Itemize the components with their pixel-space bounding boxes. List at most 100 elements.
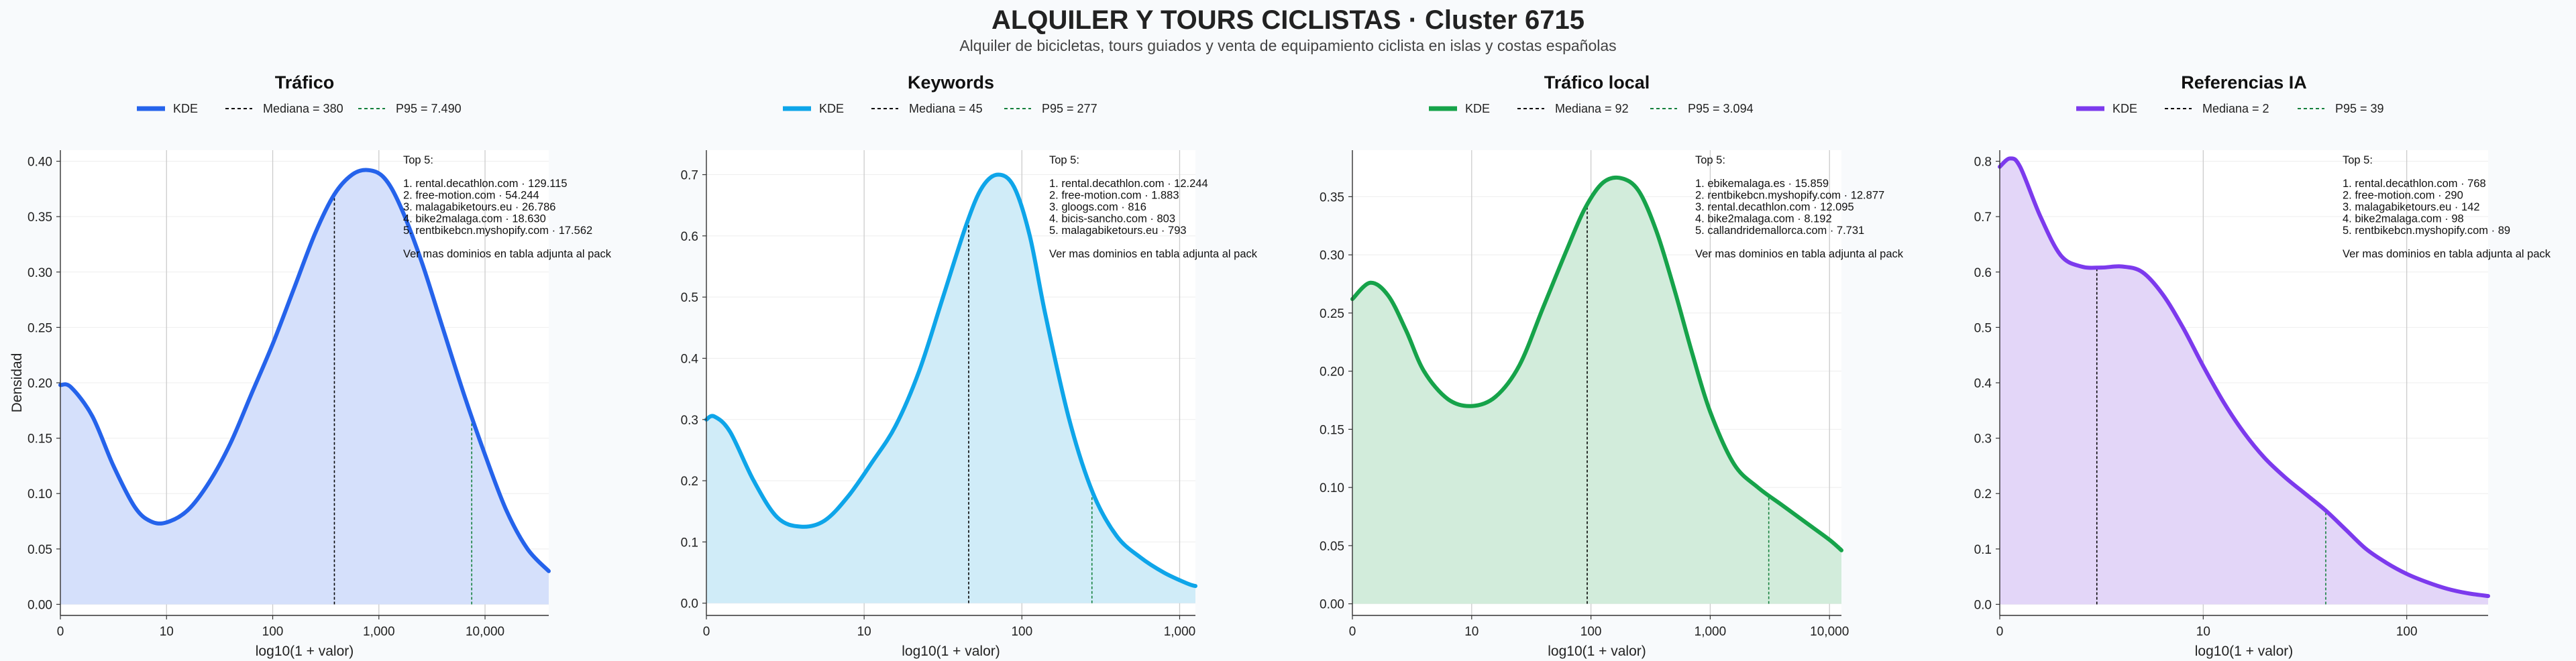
panel-title: Tráfico [275, 72, 335, 93]
annotation-line: 4. bike2malaga.com · 8.192 [1695, 213, 1832, 225]
y-tick-label: 0.25 [28, 321, 52, 335]
annotation-line: Ver mas dominios en tabla adjunta al pac… [1695, 248, 1904, 260]
chart-panel-4: Referencias IA KDE Mediana = 2 P95 = 39 0.0 0… [1974, 72, 2551, 659]
annotation-line: Ver mas dominios en tabla adjunta al pac… [403, 248, 612, 260]
y-tick-label: 0.10 [28, 487, 52, 501]
y-tick-label: 0.6 [681, 230, 698, 244]
chart-panel-3: Tráfico local KDE Mediana = 92 P95 = 3.094 0… [1320, 72, 1904, 659]
annotation-line: 5. malagabiketours.eu · 793 [1049, 225, 1187, 237]
legend-p95-label: P95 = 277 [1042, 102, 1097, 115]
x-tick-label: 0 [1996, 625, 2004, 639]
top5-annotation: Top 5: 1. rental.decathlon.com · 12.2442.… [1049, 154, 1258, 260]
legend-median-label: Mediana = 2 [2202, 102, 2269, 115]
x-tick-label: 0 [703, 625, 710, 639]
legend-kde-label: KDE [819, 102, 844, 115]
legend-kde-label: KDE [173, 102, 198, 115]
x-tick-label: 10 [160, 625, 174, 639]
legend-median-label: Mediana = 45 [909, 102, 983, 115]
x-tick-label: 10 [1464, 625, 1479, 639]
y-tick-label: 0.7 [1974, 211, 1992, 225]
kde-area [1352, 177, 1841, 604]
annotation-line: 5. callandridemallorca.com · 7.731 [1695, 225, 1864, 237]
y-tick-label: 0.15 [1320, 423, 1344, 437]
annotation-line: 2. rentbikebcn.myshopify.com · 12.877 [1695, 190, 1884, 202]
x-tick-label: 10,000 [466, 625, 504, 639]
top5-annotation: Top 5: 1. rental.decathlon.com · 129.1152… [403, 154, 612, 260]
annotation-line: 2. free-motion.com · 290 [2343, 190, 2463, 202]
legend: KDE Mediana = 380 P95 = 7.490 [137, 102, 462, 115]
page-title: ALQUILER Y TOURS CICLISTAS · Cluster 671… [991, 5, 1585, 35]
panel-title: Tráfico local [1544, 72, 1650, 93]
y-tick-label: 0.3 [1974, 432, 1992, 446]
x-axis-label: log10(1 + valor) [2195, 644, 2294, 659]
annotation-line: 1. ebikemalaga.es · 15.859 [1695, 178, 1829, 190]
y-tick-label: 0.3 [681, 414, 698, 428]
annotation-line: 3. gloogs.com · 816 [1049, 201, 1146, 213]
annotation-line: 2. free-motion.com · 1.883 [1049, 190, 1179, 202]
y-tick-label: 0.30 [1320, 249, 1344, 263]
annotation-line: Top 5: [1049, 154, 1079, 166]
annotation-line: 2. free-motion.com · 54.244 [403, 190, 539, 202]
annotation-line: Ver mas dominios en tabla adjunta al pac… [2343, 248, 2551, 260]
x-tick-label: 100 [2396, 625, 2418, 639]
annotation-line: 1. rental.decathlon.com · 129.115 [403, 178, 568, 190]
x-tick-label: 10 [857, 625, 871, 639]
x-axis-label: log10(1 + valor) [1548, 644, 1646, 659]
legend: KDE Mediana = 92 P95 = 3.094 [1429, 102, 1754, 115]
annotation-line: 5. rentbikebcn.myshopify.com · 89 [2343, 225, 2510, 237]
y-tick-label: 0.0 [1974, 598, 1992, 612]
y-tick-label: 0.6 [1974, 266, 1992, 280]
kde-area [2000, 158, 2488, 605]
kde-line [1998, 156, 2490, 599]
annotation-line: 3. rental.decathlon.com · 12.095 [1695, 201, 1854, 213]
x-tick-label: 100 [1580, 625, 1602, 639]
legend-p95-label: P95 = 39 [2335, 102, 2384, 115]
y-tick-label: 0.40 [28, 156, 52, 170]
legend: KDE Mediana = 45 P95 = 277 [783, 102, 1097, 115]
legend-kde-label: KDE [2112, 102, 2137, 115]
annotation-line: Top 5: [403, 154, 433, 166]
legend-median-label: Mediana = 380 [263, 102, 343, 115]
y-tick-label: 0.05 [28, 543, 52, 557]
y-tick-label: 0.1 [681, 536, 698, 550]
y-tick-label: 0.4 [681, 352, 699, 366]
annotation-line: 4. bicis-sancho.com · 803 [1049, 213, 1175, 225]
panel-title: Referencias IA [2181, 72, 2307, 93]
kde-line [58, 168, 551, 573]
y-tick-label: 0.20 [28, 377, 52, 391]
annotation-line: 3. malagabiketours.eu · 26.786 [403, 201, 555, 213]
y-tick-label: 0.1 [1974, 543, 1992, 557]
annotation-line: 1. rental.decathlon.com · 12.244 [1049, 178, 1208, 190]
x-tick-label: 1,000 [363, 625, 395, 639]
annotation-line: 4. bike2malaga.com · 18.630 [403, 213, 546, 225]
x-tick-label: 0 [1349, 625, 1356, 639]
y-axis-label: Densidad [9, 353, 25, 413]
y-tick-label: 0.7 [681, 169, 698, 183]
kde-line [1350, 175, 1843, 552]
kde-line [704, 172, 1197, 589]
y-tick-label: 0.15 [28, 432, 52, 446]
annotation-line: Top 5: [2343, 154, 2373, 166]
y-tick-label: 0.5 [1974, 321, 1992, 335]
y-tick-label: 0.2 [681, 475, 698, 489]
y-tick-label: 0.10 [1320, 481, 1344, 495]
panel-title: Keywords [908, 72, 994, 93]
y-tick-label: 0.35 [28, 211, 52, 225]
y-tick-label: 0.30 [28, 266, 52, 280]
legend-p95-label: P95 = 3.094 [1688, 102, 1754, 115]
y-tick-label: 0.25 [1320, 307, 1344, 321]
chart-panel-1: Tráfico KDE Mediana = 380 P95 = 7.490 0.00 0.… [9, 72, 612, 659]
y-tick-label: 0.05 [1320, 540, 1344, 554]
y-tick-label: 0.00 [1320, 598, 1344, 612]
x-tick-label: 10,000 [1810, 625, 1849, 639]
legend-median-label: Mediana = 92 [1555, 102, 1629, 115]
y-tick-label: 0.2 [1974, 487, 1992, 501]
x-tick-label: 0 [57, 625, 64, 639]
legend-kde-label: KDE [1465, 102, 1490, 115]
x-tick-label: 1,000 [1695, 625, 1727, 639]
x-tick-label: 100 [262, 625, 284, 639]
annotation-line: Top 5: [1695, 154, 1725, 166]
y-tick-label: 0.8 [1974, 156, 1992, 170]
